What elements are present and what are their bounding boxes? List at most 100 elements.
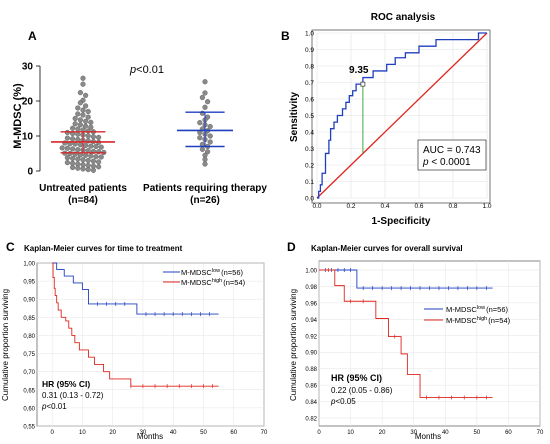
panel-a-point-s0 [82, 118, 89, 124]
panel-a-point-s0 [90, 158, 97, 164]
panel-a-point-s0 [93, 154, 99, 160]
panel-d-xtick-label-6: 60 [505, 430, 512, 436]
panel-d-xtick-label-2: 20 [379, 430, 386, 436]
panel-a-point-s0 [82, 123, 89, 129]
panel-a-point-s0 [77, 117, 84, 123]
panel-label-d: D [287, 240, 296, 254]
panel-d-hr-value: 0.22 (0.05 - 0.86) [331, 386, 393, 395]
panel-label-b: B [281, 29, 290, 43]
panel-c-xtick-label-4: 40 [170, 430, 177, 436]
panel-c-legend-high: M-MDSChigh(n=54) [181, 278, 246, 287]
panel-d-ytick-label-9: 1.00 [305, 269, 317, 275]
panel-a-point-s0 [80, 157, 86, 163]
panel-d-xtick-label-4: 40 [442, 430, 449, 436]
panel-c-ytick-label-0: 0,55 [23, 425, 35, 431]
panel-d-ytick-label-5: 0.92 [305, 334, 317, 340]
panel-a-point-s0 [88, 119, 94, 125]
panel-a-point-s0 [69, 125, 76, 131]
panel-c-chart: Kaplan-Meier curves for time to treatmen… [1, 244, 268, 441]
panel-a-point-s0 [88, 143, 94, 149]
panel-a-point-s1 [207, 133, 213, 139]
panel-a-point-s0 [75, 156, 81, 162]
panel-b-p-text: p < 0.0001 [422, 157, 471, 168]
panel-a-point-s0 [90, 167, 97, 173]
panel-a-point-s1 [205, 149, 211, 155]
panel-d-ytick-label-2: 0.86 [305, 384, 317, 390]
panel-b-xtick-label-4: 0.8 [448, 203, 457, 210]
panel-a-point-s0 [85, 157, 91, 164]
panel-d-legend-high: M-MDSChigh(n=54) [446, 316, 511, 325]
panel-a-chart: M-MDSC (%) p<0.01 0 10 20 30 Untreated pati… [12, 62, 267, 207]
panel-d-ytick-label-4: 0.90 [305, 351, 317, 357]
panel-b-title: ROC analysis [371, 12, 436, 23]
panel-a-point-s0 [75, 126, 81, 132]
panel-d-xtick-label-0: 0 [317, 430, 321, 436]
panel-c-ytick-label-5: 0,80 [23, 334, 35, 340]
panel-a-point-s0 [64, 155, 71, 161]
panel-d-ytick-label-6: 0.94 [305, 318, 317, 324]
panel-b-xtick-label-3: 0.6 [414, 203, 423, 210]
panel-a-point-s0 [64, 145, 71, 151]
panel-b-ytick-label-7: 0.7 [305, 80, 314, 87]
panel-a-ytick-label-2: 20 [22, 97, 34, 108]
panel-c-title: Kaplan-Meier curves for time to treatmen… [24, 244, 183, 253]
panel-b-ytick-label-9: 0.9 [305, 47, 314, 54]
panel-b-ytick-label-10: 1.0 [305, 31, 314, 38]
panel-b-xtick-label-1: 0.2 [346, 203, 355, 210]
panel-d-p-value: p<0.05 [330, 397, 356, 406]
panel-c-legend: M-MDSClow(n=56) M-MDSChigh(n=54) [163, 268, 246, 287]
panel-d-xtick-label-1: 10 [347, 430, 354, 436]
panel-c-xlabel: Months [137, 432, 163, 441]
panel-a-point-s0 [88, 153, 94, 159]
panel-a-point-s0 [69, 136, 76, 142]
panel-a-point-s1 [202, 161, 208, 167]
panel-a-point-s0 [75, 131, 81, 137]
panel-c-ytick-label-3: 0,70 [23, 370, 35, 376]
panel-a-point-s0 [77, 122, 84, 128]
panel-a-point-s0 [64, 160, 71, 166]
panel-b-chart: ROC analysis 0.0 0.1 0.2 0.3 0.4 0.5 0.6 0.7 0.8… [289, 12, 492, 227]
panel-c-p-value: p<0.01 [41, 402, 67, 411]
panel-a-point-s0 [95, 134, 102, 141]
panel-a-point-s0 [75, 105, 81, 111]
panel-d-legend-low: M-MDSClow(n=56) [446, 305, 508, 314]
panel-a-n-2: (n=26) [190, 195, 220, 206]
panel-c-ylabel: Cumulative proportion surviving [1, 289, 10, 401]
panel-a-point-s1 [197, 135, 203, 141]
panel-b-cutoff-marker [360, 81, 366, 87]
panel-a-point-s0 [59, 145, 65, 151]
panel-a-point-s1 [199, 94, 206, 101]
panel-a-p-annotation: p<0.01 [129, 64, 164, 76]
panel-c-xtick-label-1: 10 [79, 430, 86, 436]
panel-c-ytick-label-1: 0,60 [23, 406, 35, 412]
panel-a-point-s0 [82, 152, 89, 158]
panel-a-category-2: Patients requiring therapy [143, 183, 267, 194]
panel-d-ytick-label-8: 0.98 [305, 285, 317, 291]
panel-a-point-s0 [72, 121, 78, 127]
panel-a-ylabel: M-MDSC (%) [12, 83, 24, 149]
panel-b-ytick-label-3: 0.3 [305, 146, 314, 153]
panel-a-point-s0 [98, 154, 104, 160]
panel-b-auc-box [417, 139, 487, 171]
panel-b-ytick-label-0: 0.0 [305, 196, 314, 203]
panel-a-point-s0 [77, 89, 84, 96]
panel-d-ytick-label-1: 0.84 [305, 400, 317, 406]
panel-a-category-1: Untreated patients [39, 183, 127, 194]
panel-d-ylabel: Cumulative proportion surviving [289, 289, 298, 401]
panel-a-point-s1 [205, 99, 211, 105]
panel-a-point-s0 [88, 124, 94, 130]
panel-a-point-s0 [64, 135, 71, 141]
panel-d-hr-label: HR (95% CI) [331, 373, 382, 383]
panel-c-xtick-label-6: 60 [230, 430, 237, 436]
panel-c-legend-low: M-MDSClow(n=56) [181, 268, 243, 277]
panel-d-ytick-label-3: 0.88 [305, 367, 317, 373]
panel-a-point-s1 [202, 90, 208, 96]
panel-c-xtick-label-2: 20 [109, 430, 116, 436]
panel-a-point-s0 [95, 164, 102, 170]
panel-a-point-s1 [202, 79, 208, 85]
panel-b-ytick-label-2: 0.2 [305, 163, 314, 170]
panel-a-point-s1 [199, 146, 206, 152]
panel-a-point-s1 [197, 120, 203, 126]
panel-a-point-s0 [82, 142, 89, 149]
